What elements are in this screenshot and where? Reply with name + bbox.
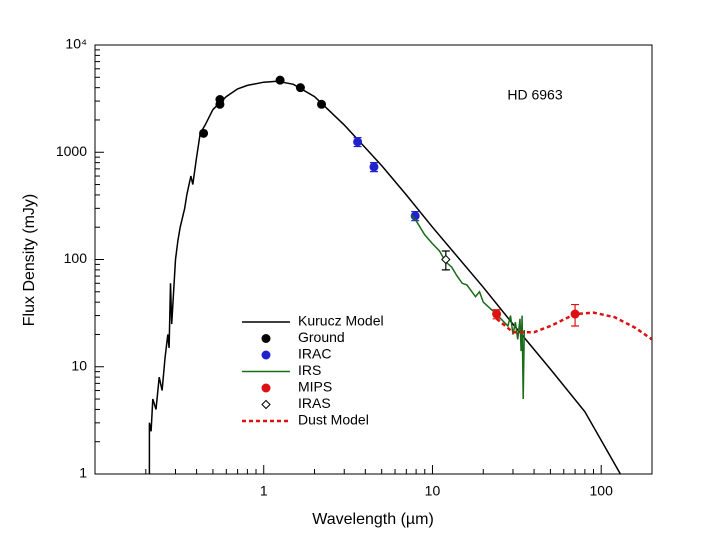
data-point xyxy=(369,162,379,172)
annotation: HD 6963 xyxy=(507,87,562,103)
data-point xyxy=(275,75,285,85)
legend-label: Ground xyxy=(298,329,345,345)
x-tick-label: 1 xyxy=(260,483,268,499)
legend-label: IRS xyxy=(298,362,321,378)
legend-label: Dust Model xyxy=(298,412,369,428)
data-point xyxy=(215,95,225,105)
y-tick-label: 1000 xyxy=(56,143,87,159)
y-tick-label: 10⁴ xyxy=(65,36,87,52)
x-tick-label: 100 xyxy=(590,483,614,499)
data-point xyxy=(353,137,363,147)
legend-swatch xyxy=(261,383,271,393)
series-line xyxy=(495,311,652,341)
data-point xyxy=(441,254,451,265)
legend-label: IRAS xyxy=(298,395,331,411)
x-axis-label: Wavelength (µm) xyxy=(312,511,434,528)
plot-frame xyxy=(94,44,653,475)
series-line xyxy=(148,80,622,474)
legend-label: IRAC xyxy=(298,346,331,362)
y-tick-label: 1 xyxy=(79,465,87,481)
legend-swatch xyxy=(261,334,271,343)
legend-swatch xyxy=(261,399,271,410)
legend-label: MIPS xyxy=(298,379,332,395)
data-point xyxy=(317,99,327,109)
data-point xyxy=(492,309,502,319)
legend-label: Kurucz Model xyxy=(298,313,384,329)
data-point xyxy=(199,128,209,138)
y-tick-label: 100 xyxy=(64,250,88,266)
y-tick-label: 10 xyxy=(71,357,87,373)
legend-swatch xyxy=(261,350,271,360)
data-point xyxy=(410,211,420,221)
data-point xyxy=(295,83,305,93)
series-line xyxy=(410,214,526,400)
x-tick-label: 10 xyxy=(425,483,441,499)
y-axis-label: Flux Density (mJy) xyxy=(21,194,38,326)
